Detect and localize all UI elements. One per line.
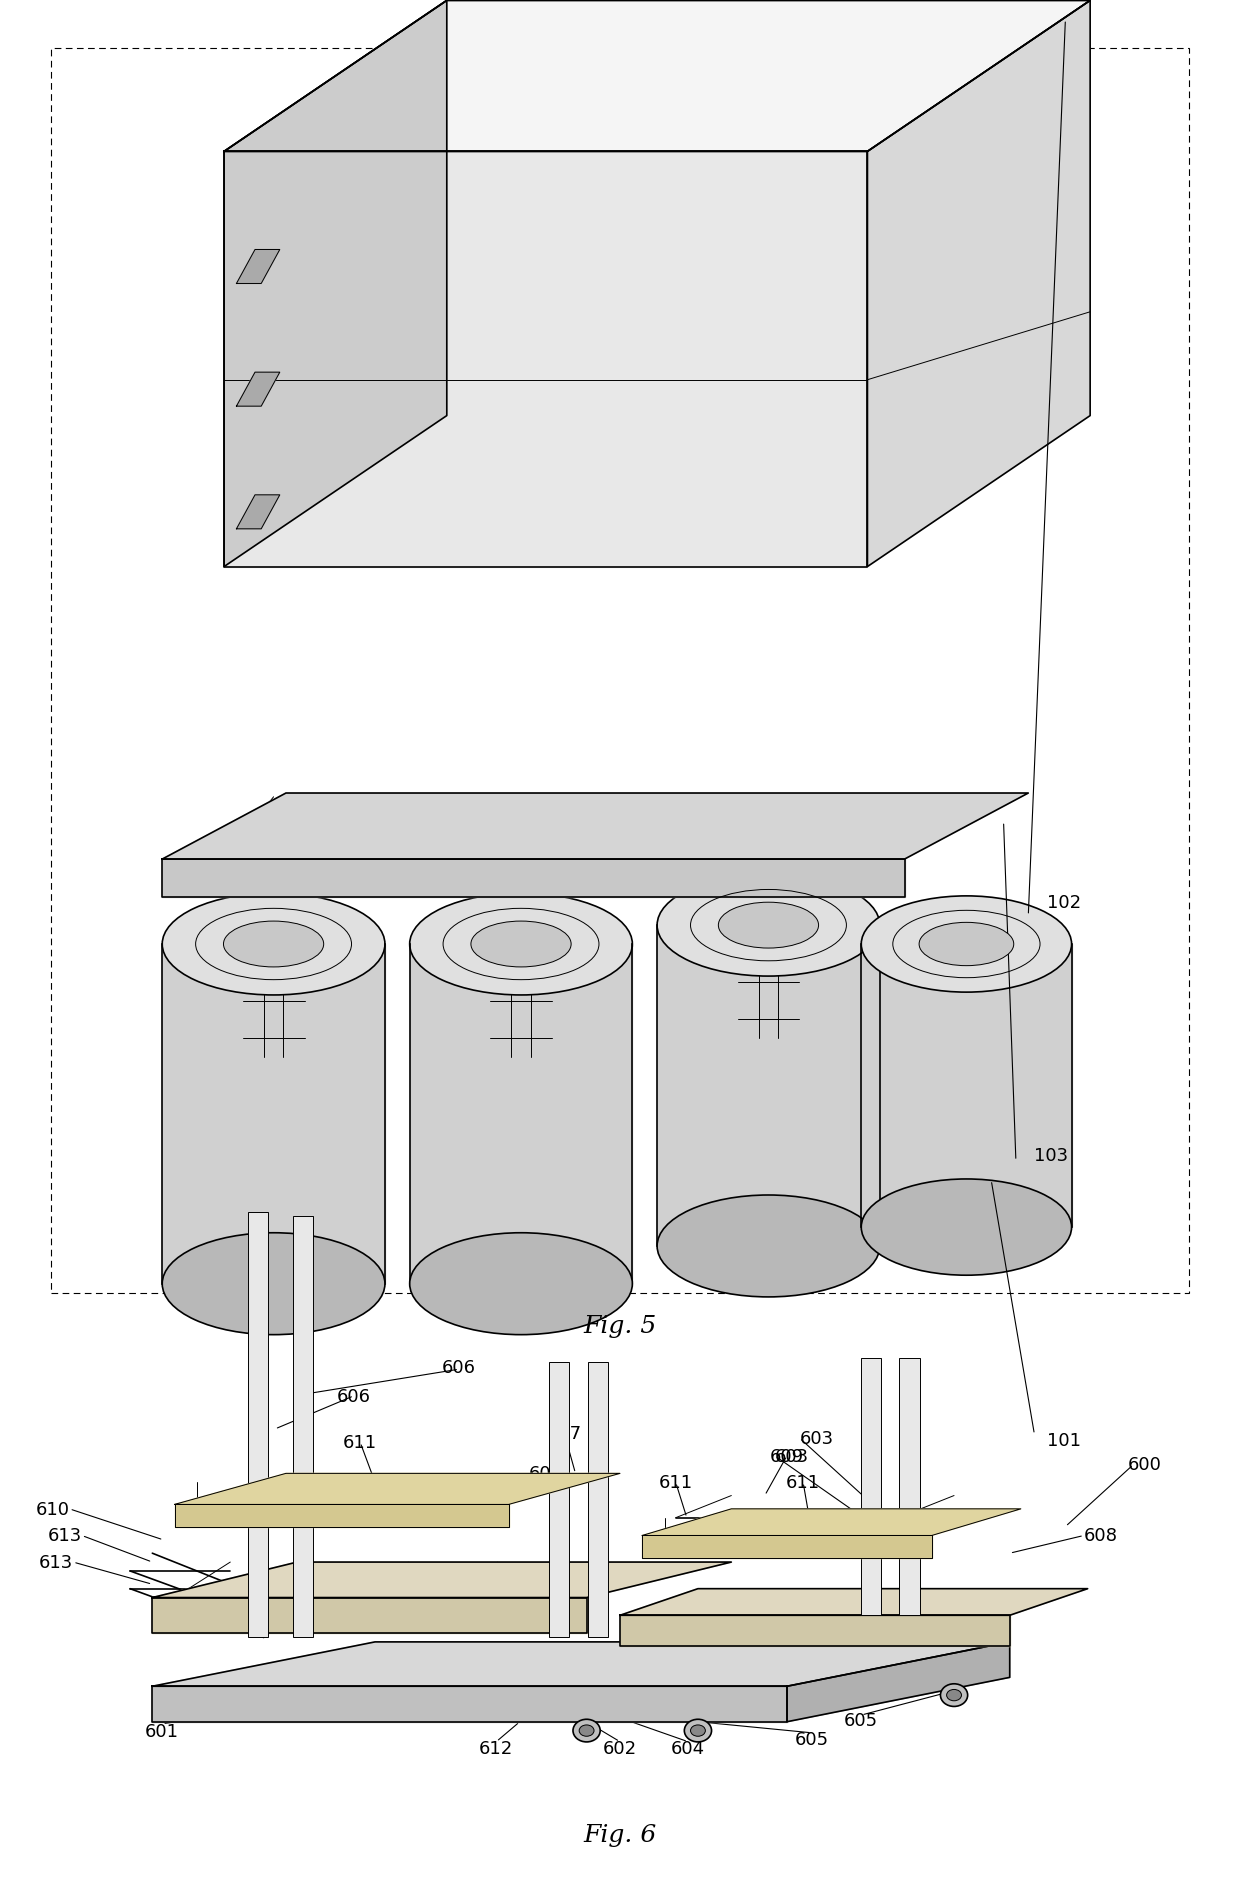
Polygon shape bbox=[153, 1562, 732, 1598]
Ellipse shape bbox=[657, 875, 880, 977]
Polygon shape bbox=[237, 372, 280, 406]
Text: 613: 613 bbox=[38, 1553, 73, 1572]
Ellipse shape bbox=[940, 1683, 967, 1706]
Polygon shape bbox=[787, 1642, 1009, 1721]
Polygon shape bbox=[657, 926, 880, 1247]
Text: 600: 600 bbox=[1127, 1456, 1161, 1473]
Polygon shape bbox=[224, 153, 868, 567]
Text: 607: 607 bbox=[547, 1424, 582, 1443]
Polygon shape bbox=[237, 251, 280, 285]
Ellipse shape bbox=[573, 1719, 600, 1742]
Text: 610: 610 bbox=[36, 1500, 69, 1519]
Bar bbox=[899, 1358, 920, 1615]
Text: 611: 611 bbox=[343, 1434, 377, 1451]
Polygon shape bbox=[175, 1473, 620, 1506]
Text: 102: 102 bbox=[1047, 893, 1081, 912]
Text: 611: 611 bbox=[786, 1473, 820, 1492]
Text: 101: 101 bbox=[1047, 1432, 1081, 1449]
Text: 103: 103 bbox=[1034, 1147, 1069, 1166]
Bar bbox=[51, 49, 1189, 1294]
Polygon shape bbox=[642, 1509, 1021, 1536]
Ellipse shape bbox=[691, 1725, 706, 1736]
Ellipse shape bbox=[862, 1179, 1071, 1275]
Polygon shape bbox=[409, 944, 632, 1285]
Polygon shape bbox=[162, 944, 384, 1285]
Polygon shape bbox=[162, 793, 1028, 859]
Polygon shape bbox=[237, 495, 280, 529]
Bar bbox=[237, 321, 268, 406]
Bar bbox=[293, 1217, 312, 1638]
Polygon shape bbox=[153, 1598, 587, 1634]
Polygon shape bbox=[862, 944, 1071, 1228]
Text: 605: 605 bbox=[795, 1730, 828, 1749]
Ellipse shape bbox=[162, 893, 384, 996]
Bar bbox=[549, 1362, 569, 1638]
Bar bbox=[861, 1358, 880, 1615]
Bar bbox=[588, 1362, 608, 1638]
Polygon shape bbox=[175, 1506, 508, 1526]
Text: 606: 606 bbox=[337, 1387, 371, 1405]
Polygon shape bbox=[868, 2, 1090, 567]
Text: 607: 607 bbox=[528, 1464, 563, 1483]
Ellipse shape bbox=[718, 903, 818, 948]
Bar bbox=[237, 200, 268, 285]
Text: 613: 613 bbox=[47, 1526, 82, 1545]
Text: 603: 603 bbox=[775, 1447, 808, 1464]
Ellipse shape bbox=[946, 1689, 961, 1700]
Text: 603: 603 bbox=[800, 1430, 833, 1447]
Text: 601: 601 bbox=[145, 1721, 180, 1740]
Polygon shape bbox=[620, 1589, 1087, 1615]
Polygon shape bbox=[224, 2, 1090, 153]
Text: 608: 608 bbox=[1084, 1526, 1118, 1545]
Text: 612: 612 bbox=[479, 1740, 513, 1757]
Text: 606: 606 bbox=[443, 1358, 476, 1377]
Text: Fig. 5: Fig. 5 bbox=[583, 1315, 657, 1337]
Ellipse shape bbox=[162, 1234, 384, 1336]
Text: 602: 602 bbox=[603, 1740, 637, 1757]
Ellipse shape bbox=[409, 893, 632, 996]
Polygon shape bbox=[224, 2, 446, 567]
Polygon shape bbox=[620, 1615, 1009, 1647]
Text: 611: 611 bbox=[658, 1473, 693, 1492]
Ellipse shape bbox=[409, 1234, 632, 1336]
Polygon shape bbox=[642, 1536, 931, 1558]
Ellipse shape bbox=[862, 897, 1071, 992]
Polygon shape bbox=[153, 1642, 1009, 1687]
Ellipse shape bbox=[579, 1725, 594, 1736]
Text: 604: 604 bbox=[671, 1740, 706, 1757]
Bar bbox=[237, 444, 268, 529]
Polygon shape bbox=[153, 1687, 787, 1721]
Ellipse shape bbox=[684, 1719, 712, 1742]
Ellipse shape bbox=[471, 922, 572, 967]
Text: 605: 605 bbox=[844, 1711, 878, 1728]
Bar bbox=[248, 1213, 268, 1638]
Ellipse shape bbox=[919, 924, 1014, 965]
Ellipse shape bbox=[223, 922, 324, 967]
Ellipse shape bbox=[657, 1196, 880, 1298]
Text: 609: 609 bbox=[770, 1447, 804, 1464]
Text: Fig. 6: Fig. 6 bbox=[583, 1823, 657, 1846]
Polygon shape bbox=[162, 859, 904, 897]
